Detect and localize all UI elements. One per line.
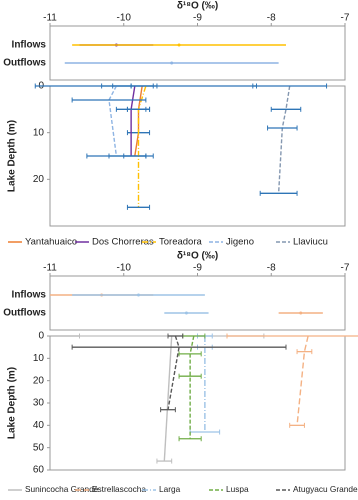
legend-label: Larga xyxy=(159,484,181,494)
outflow-point xyxy=(170,61,174,65)
y-tick-label: 20 xyxy=(33,174,45,185)
y-tick-label: 60 xyxy=(33,465,45,476)
axis-title: δ¹⁸O (‰) xyxy=(177,1,218,12)
outflow-point xyxy=(299,311,303,315)
legend-label: Llaviucu xyxy=(293,237,328,248)
y-tick-label: 40 xyxy=(33,420,45,431)
profile-line xyxy=(277,85,291,194)
inflow-point xyxy=(137,293,140,297)
axis-title: δ¹⁸O (‰) xyxy=(177,251,218,262)
legend-label: Luspa xyxy=(226,484,249,494)
x-tick-label: -10 xyxy=(117,263,132,274)
flow-label: Inflows xyxy=(12,40,47,51)
profile-line xyxy=(189,335,195,439)
legend-label: Estrellascocha xyxy=(92,484,146,494)
x-tick-label: -9 xyxy=(193,13,202,24)
profile-line xyxy=(167,335,180,410)
y-tick-label: 30 xyxy=(33,398,45,409)
legend-label: Sunincocha Grande xyxy=(25,484,99,494)
profile-line xyxy=(130,85,136,156)
y-tick-label: 10 xyxy=(33,353,45,364)
profile-line xyxy=(296,335,309,426)
legend-label: Dos Chorreras xyxy=(92,237,154,248)
flow-label: Outflows xyxy=(3,308,46,319)
y-tick-label: 0 xyxy=(38,331,44,342)
legend-label: Atugyacu Grande xyxy=(293,484,358,494)
flow-frame xyxy=(49,275,346,331)
y-axis-title: Lake Depth (m) xyxy=(7,367,18,439)
y-tick-label: 50 xyxy=(33,442,45,453)
x-tick-label: -8 xyxy=(267,13,276,24)
legend-label: Yantahuaico xyxy=(25,237,77,248)
x-tick-label: -8 xyxy=(267,263,276,274)
profile-line xyxy=(137,85,147,208)
depth-frame xyxy=(49,335,346,471)
outflow-point xyxy=(184,311,188,315)
x-tick-label: -7 xyxy=(341,263,350,274)
x-tick-label: -7 xyxy=(341,13,350,24)
inflow-point xyxy=(177,43,181,47)
x-tick-label: -11 xyxy=(43,263,57,274)
y-tick-label: 20 xyxy=(33,375,45,386)
y-axis-title: Lake Depth (m) xyxy=(7,120,18,192)
flow-frame xyxy=(49,25,346,81)
x-tick-label: -11 xyxy=(43,13,57,24)
flow-label: Inflows xyxy=(12,290,47,301)
x-tick-label: -9 xyxy=(193,263,202,274)
legend-label: Jigeno xyxy=(226,237,254,248)
flow-label: Outflows xyxy=(3,58,46,69)
x-tick-label: -10 xyxy=(117,13,132,24)
y-tick-label: 10 xyxy=(33,127,45,138)
legend-label: Toreadora xyxy=(159,237,202,248)
profile-line xyxy=(108,85,118,157)
profile-line xyxy=(163,335,173,462)
